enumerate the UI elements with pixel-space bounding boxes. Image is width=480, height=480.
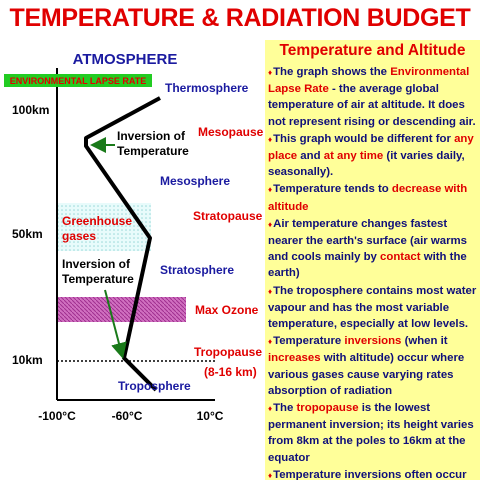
diagram-title: ATMOSPHERE xyxy=(73,51,178,68)
bullet: The troposphere contains most water vapo… xyxy=(268,283,478,333)
highlight: at any time xyxy=(323,150,384,163)
text-run: The troposphere contains most water vapo… xyxy=(268,284,477,331)
text-run: is the lowest permanent inversion; its h… xyxy=(268,402,474,464)
text-run: with altitude) occur where various gases… xyxy=(268,352,465,397)
layer-label: Mesopause xyxy=(198,125,264,139)
text-run: Temperature inversions often occur at xyxy=(273,468,467,480)
highlight: Environmental Lapse Rate xyxy=(268,66,470,96)
highlight: tropopause xyxy=(296,402,359,415)
layer-label: Thermosphere xyxy=(165,81,249,95)
text-run: with the earth) xyxy=(268,251,467,280)
highlight: inversions xyxy=(344,335,402,348)
layer-label: Troposphere xyxy=(118,379,191,393)
layer-label: Mesosphere xyxy=(160,174,230,188)
text-run: The xyxy=(273,402,297,415)
lapse-rate-curve xyxy=(84,96,161,392)
temperature-label: -100°C xyxy=(38,409,76,423)
temperature-label: -60°C xyxy=(112,409,143,423)
highlight: any place xyxy=(268,132,474,163)
text-run: and xyxy=(297,150,324,163)
bullet: The graph shows the Environmental Lapse … xyxy=(268,64,478,130)
altitude-label: 100km xyxy=(12,103,49,117)
layer-label: Stratopause xyxy=(193,209,263,223)
layer-label: Stratosphere xyxy=(160,263,234,277)
text-run: - the average global temperature of air … xyxy=(268,83,476,128)
altitude-label: 10km xyxy=(12,353,43,367)
highlight: increases xyxy=(268,352,321,365)
inversion-label: Inversion of Temperature xyxy=(62,257,134,286)
altitude-label: 50km xyxy=(12,227,43,241)
layer-label: Tropopause xyxy=(194,345,262,359)
legend-box xyxy=(4,74,152,87)
bullet: Temperature tends to decrease with altit… xyxy=(268,181,478,214)
text-run: (it varies daily, seasonally). xyxy=(268,150,465,179)
temperature-label: 10°C xyxy=(197,409,224,423)
bullet: Air temperature changes fastest nearer t… xyxy=(268,216,478,282)
bullet: This graph would be different for any pl… xyxy=(268,131,478,181)
bullet-list: The graph shows the Environmental Lapse … xyxy=(265,64,480,480)
text-run: Temperature xyxy=(273,335,345,348)
text-run: Air temperature changes fastest nearer t… xyxy=(268,217,467,264)
panel-title: Temperature and Altitude xyxy=(279,42,466,59)
greenhouse-zone xyxy=(57,203,151,251)
text-run: The graph shows the xyxy=(273,66,391,78)
layer-label: Max Ozone xyxy=(195,303,259,317)
legend: ENVIRONMENTAL LAPSE RATE xyxy=(10,76,147,86)
bullet: Temperature inversions often occur at xyxy=(268,467,478,480)
text-run: (when it xyxy=(401,335,448,348)
highlight: decrease with altitude xyxy=(268,183,468,213)
diagram: ENVIRONMENTAL LAPSE RATE ATMOSPHERE 100k… xyxy=(4,51,264,423)
inversion-label: Inversion of Temperature xyxy=(117,129,189,158)
greenhouse-label: Greenhouse gases xyxy=(62,214,132,243)
arrow xyxy=(104,289,127,359)
bullet: Temperature inversions (when it increase… xyxy=(268,333,478,399)
layer-label: (8-16 km) xyxy=(204,365,257,379)
bullet: The tropopause is the lowest permanent i… xyxy=(268,400,478,466)
ozone-zone xyxy=(56,297,186,322)
text-run: Temperature tends to xyxy=(273,183,392,196)
highlight: contact xyxy=(380,251,421,264)
text-run: This graph would be different for xyxy=(273,132,455,145)
text-panel: Temperature and Altitude The graph shows… xyxy=(265,40,480,480)
slide-title: TEMPERATURE & RADIATION BUDGET xyxy=(9,4,471,32)
